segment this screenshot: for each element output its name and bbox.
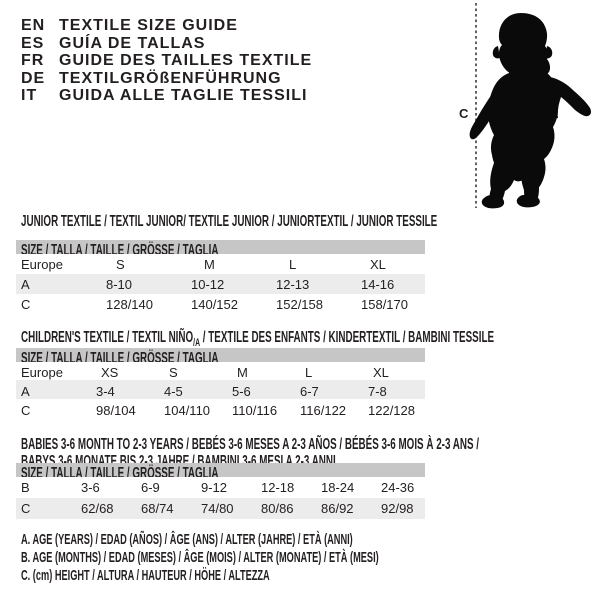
svg-text:C: C — [459, 106, 469, 121]
